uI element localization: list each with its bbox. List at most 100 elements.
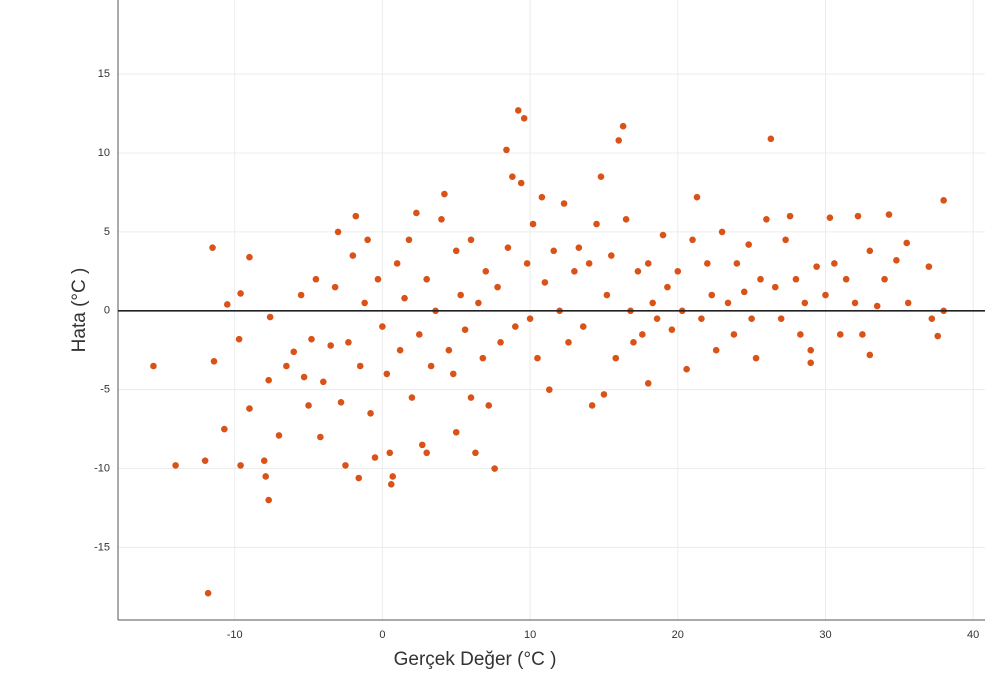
point (512, 323, 519, 330)
point (904, 299, 912, 307)
point (836, 331, 844, 338)
point (416, 331, 423, 338)
point (349, 252, 357, 259)
point (724, 299, 732, 307)
point (386, 449, 394, 457)
point (822, 291, 829, 299)
point (457, 291, 464, 299)
point (608, 252, 615, 259)
point (352, 212, 360, 220)
x-tick-label: 0 (379, 629, 385, 641)
point (704, 260, 711, 267)
point (312, 275, 320, 283)
point (622, 215, 630, 223)
point (393, 260, 401, 267)
point (374, 275, 382, 283)
point (881, 275, 888, 283)
point (221, 425, 228, 433)
point (237, 290, 244, 297)
point (452, 428, 460, 436)
point (408, 394, 416, 401)
point (842, 275, 850, 283)
point (782, 236, 789, 244)
point (290, 348, 298, 356)
point (807, 346, 815, 354)
point (517, 179, 525, 187)
point (337, 398, 345, 406)
point (619, 122, 627, 130)
point (752, 354, 760, 362)
point (482, 268, 490, 275)
point (674, 268, 682, 275)
point (585, 260, 593, 267)
point (593, 220, 600, 228)
point (441, 190, 448, 198)
point (491, 465, 498, 472)
point (771, 283, 779, 291)
y-tick-label: 0 (104, 305, 110, 317)
point (807, 359, 815, 367)
point (597, 173, 605, 180)
point (893, 257, 900, 264)
point (361, 299, 368, 307)
point (866, 247, 874, 255)
point (209, 244, 216, 251)
y-tick-label: 15 (98, 68, 110, 80)
point (452, 247, 460, 255)
point (859, 331, 866, 338)
point (172, 462, 179, 469)
point (718, 228, 726, 236)
point (246, 253, 253, 261)
point (928, 315, 936, 322)
point (664, 283, 671, 291)
point (708, 291, 716, 299)
point (831, 260, 838, 267)
y-tick-label: -5 (100, 384, 110, 396)
y-axis-label: Hata (°C ) (69, 268, 90, 353)
point (903, 239, 911, 247)
point (615, 137, 623, 144)
point (545, 386, 553, 393)
point (786, 212, 794, 220)
point (396, 346, 404, 354)
point (579, 323, 587, 330)
point (873, 302, 881, 310)
point (565, 339, 572, 346)
point (854, 212, 862, 220)
point (364, 236, 371, 244)
point (265, 496, 272, 504)
point (526, 315, 534, 322)
point (223, 301, 231, 308)
point (712, 346, 720, 354)
point (504, 244, 512, 251)
point (529, 220, 537, 228)
point (260, 457, 268, 464)
point (509, 173, 516, 180)
point (851, 299, 859, 307)
point (659, 231, 667, 239)
x-axis-label: Gerçek Değer (°C ) (394, 649, 557, 670)
point (475, 299, 482, 307)
x-tick-label: 30 (819, 629, 831, 641)
point (733, 260, 741, 267)
point (763, 215, 770, 223)
point (603, 291, 611, 299)
point (237, 462, 244, 469)
point (575, 244, 583, 251)
point (423, 449, 430, 457)
point (940, 197, 947, 204)
point (644, 380, 652, 387)
point (588, 402, 596, 409)
point (740, 288, 748, 296)
point (379, 323, 386, 330)
point (308, 335, 315, 343)
point (427, 362, 435, 370)
point (262, 473, 270, 480)
point (438, 215, 445, 223)
point (520, 115, 528, 122)
point (401, 294, 408, 302)
point (767, 135, 775, 143)
point (479, 354, 487, 362)
point (745, 241, 752, 248)
point (345, 339, 352, 346)
